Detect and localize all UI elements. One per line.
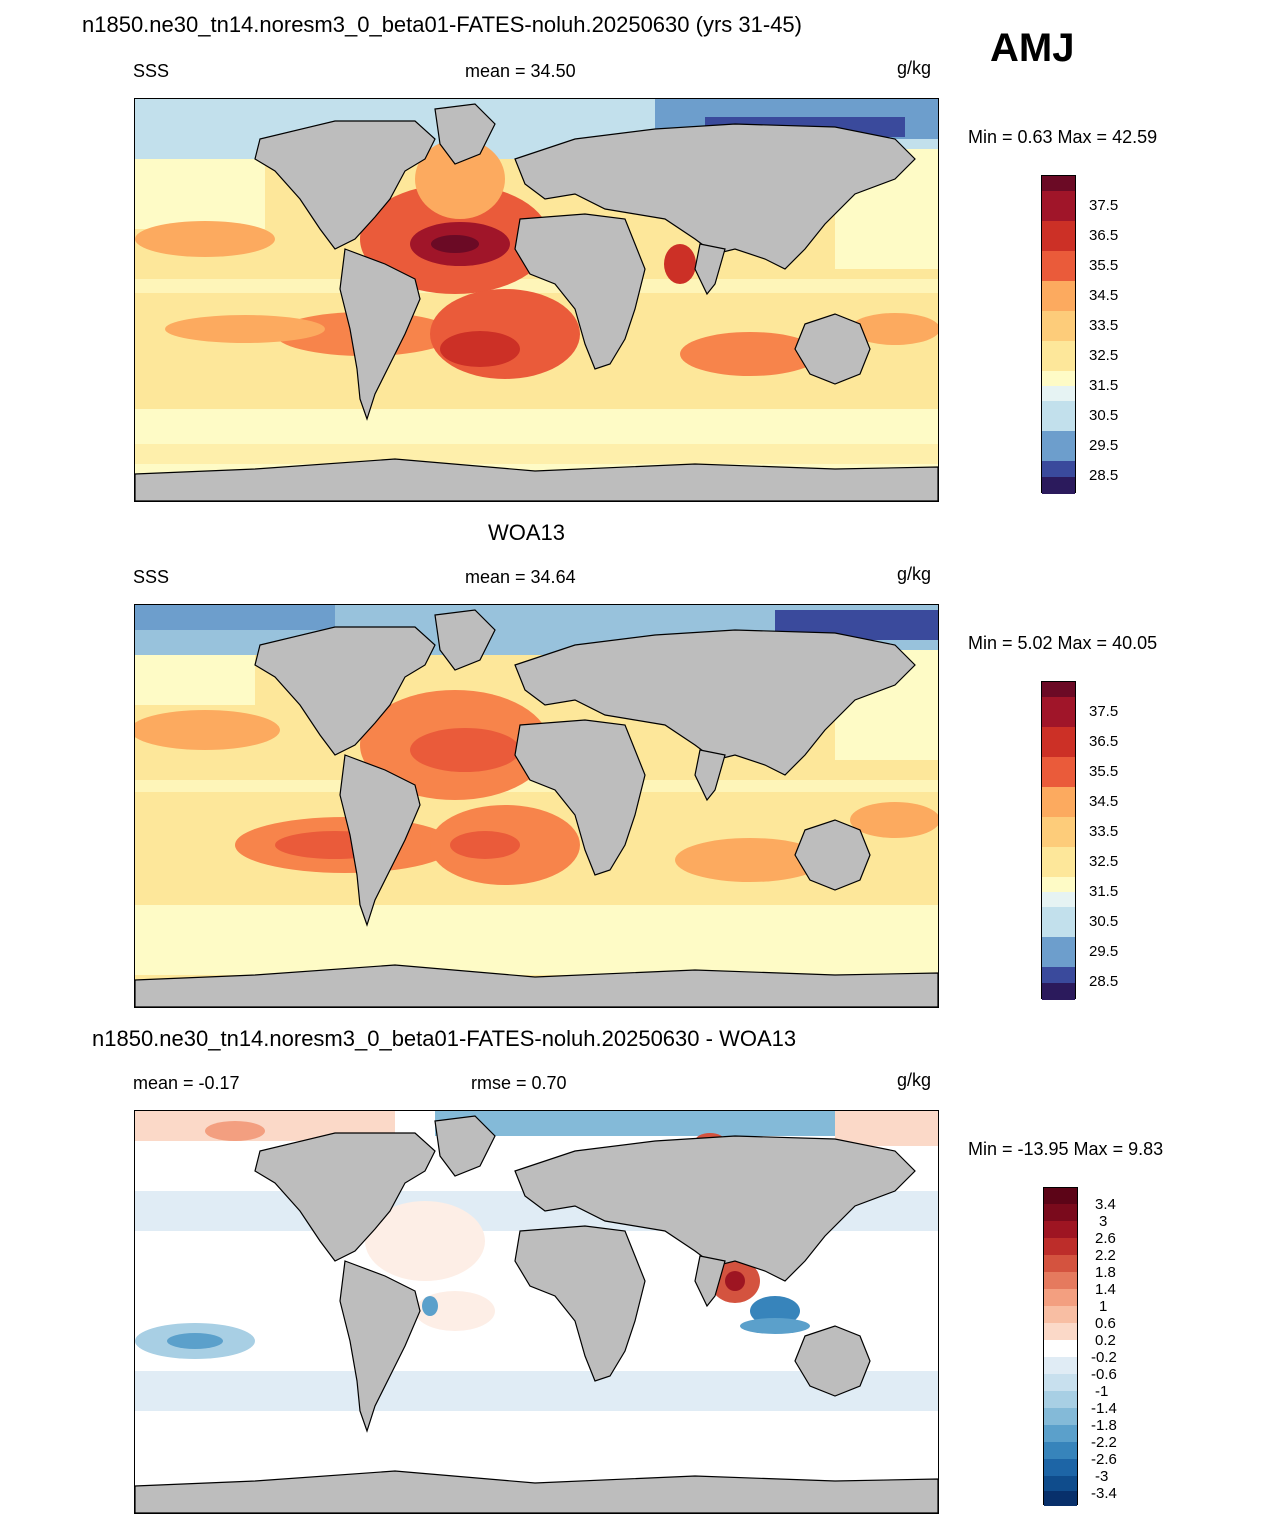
model-cbar-tick: 30.5: [1089, 407, 1119, 424]
diff-cbar-tick: 3.4: [1095, 1196, 1116, 1213]
diff-cbar-tick: -3: [1095, 1468, 1109, 1485]
model-cbar-tick: 28.5: [1089, 467, 1119, 484]
figure-title: n1850.ne30_tn14.noresm3_0_beta01-FATES-n…: [82, 12, 802, 37]
diff-cbar-tick: 0.2: [1095, 1332, 1116, 1349]
obs-minmax-label: Min = 5.02 Max = 40.05: [968, 633, 1158, 653]
obs-colorbar: 37.5 36.5 35.5 34.5 33.5 32.5 31.5 30.5 …: [1041, 681, 1161, 1000]
model-cbar-tick: 37.5: [1089, 197, 1119, 214]
diff-colorbar: 3.4 3 2.6 2.2 1.8 1.4 1 0.6 0.2 -0.2 -0.…: [1043, 1187, 1163, 1506]
model-cbar-tick: 34.5: [1089, 287, 1119, 304]
diff-sss-map: [134, 1110, 939, 1514]
diff-units-label: g/kg: [897, 1070, 932, 1090]
diff-cbar-tick: -1: [1095, 1383, 1109, 1400]
diff-cbar-tick: -1.4: [1091, 1400, 1117, 1417]
diff-minmax-label: Min = -13.95 Max = 9.83: [968, 1139, 1164, 1159]
obs-variable-label: SSS: [133, 567, 170, 587]
diff-cbar-tick: 2.6: [1095, 1230, 1116, 1247]
model-minmax-label: Min = 0.63 Max = 42.59: [968, 127, 1158, 147]
obs-cbar-tick: 35.5: [1089, 763, 1119, 780]
diff-mean-label: mean = -0.17: [133, 1073, 240, 1093]
model-cbar-tick: 33.5: [1089, 317, 1119, 334]
obs-cbar-tick: 28.5: [1089, 973, 1119, 990]
diff-panel-title: n1850.ne30_tn14.noresm3_0_beta01-FATES-n…: [92, 1026, 797, 1051]
model-variable-label: SSS: [133, 61, 170, 81]
diff-cbar-tick: 2.2: [1095, 1247, 1116, 1264]
obs-cbar-tick: 32.5: [1089, 853, 1119, 870]
model-cbar-tick: 35.5: [1089, 257, 1119, 274]
obs-cbar-tick: 30.5: [1089, 913, 1119, 930]
diff-cbar-tick: 3: [1099, 1213, 1108, 1230]
obs-cbar-tick: 37.5: [1089, 703, 1119, 720]
diff-cbar-tick: 1: [1099, 1298, 1108, 1315]
diff-cbar-tick: 0.6: [1095, 1315, 1116, 1332]
diff-cbar-tick: -3.4: [1091, 1485, 1117, 1502]
model-cbar-tick: 36.5: [1089, 227, 1119, 244]
diff-cbar-tick: -0.6: [1091, 1366, 1117, 1383]
model-cbar-tick: 31.5: [1089, 377, 1119, 394]
obs-cbar-tick: 31.5: [1089, 883, 1119, 900]
obs-panel-title: WOA13: [488, 520, 566, 545]
obs-units-label: g/kg: [897, 564, 932, 584]
model-colorbar: 37.5 36.5 35.5 34.5 33.5 32.5 31.5 30.5 …: [1041, 175, 1161, 494]
season-label: AMJ: [990, 26, 1075, 70]
diff-cbar-tick: -2.2: [1091, 1434, 1117, 1451]
diff-cbar-tick: -0.2: [1091, 1349, 1117, 1366]
model-mean-label: mean = 34.50: [465, 61, 576, 81]
obs-cbar-tick: 34.5: [1089, 793, 1119, 810]
model-units-label: g/kg: [897, 58, 932, 78]
obs-cbar-tick: 36.5: [1089, 733, 1119, 750]
obs-sss-map: [134, 604, 939, 1008]
model-cbar-tick: 32.5: [1089, 347, 1119, 364]
model-cbar-tick: 29.5: [1089, 437, 1119, 454]
diff-cbar-tick: 1.4: [1095, 1281, 1116, 1298]
obs-cbar-tick: 29.5: [1089, 943, 1119, 960]
obs-cbar-tick: 33.5: [1089, 823, 1119, 840]
obs-mean-label: mean = 34.64: [465, 567, 576, 587]
model-sss-map: [134, 98, 939, 502]
diff-cbar-tick: -1.8: [1091, 1417, 1117, 1434]
diff-cbar-tick: -2.6: [1091, 1451, 1117, 1468]
diff-cbar-tick: 1.8: [1095, 1264, 1116, 1281]
diff-rmse-label: rmse = 0.70: [471, 1073, 567, 1093]
